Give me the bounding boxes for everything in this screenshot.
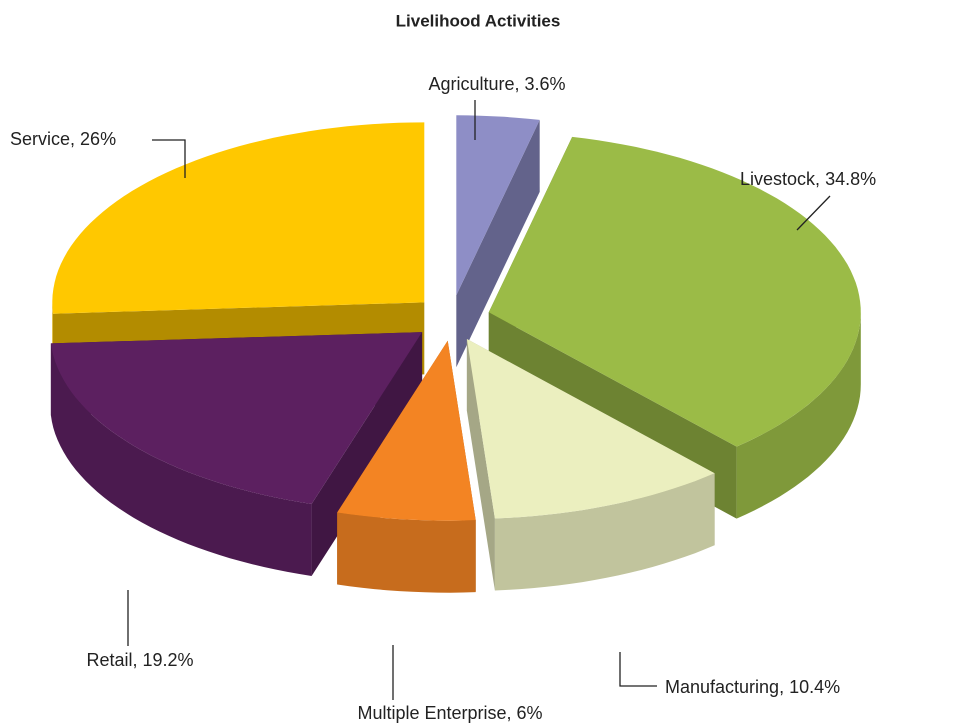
slice bbox=[52, 122, 425, 314]
value-label: 34.8% bbox=[825, 169, 876, 189]
category-label: Manufacturing bbox=[665, 677, 779, 697]
category-label: Multiple Enterprise bbox=[357, 703, 506, 723]
slice-wall bbox=[466, 339, 495, 591]
leader-line bbox=[152, 139, 186, 178]
value-label: 26% bbox=[80, 129, 116, 149]
value-label: 10.4% bbox=[789, 677, 840, 697]
slice-side bbox=[337, 512, 476, 593]
chart-title: Livelihood Activities bbox=[396, 11, 561, 30]
value-label: 3.6% bbox=[525, 74, 566, 94]
category-label: Service bbox=[10, 129, 70, 149]
slice bbox=[50, 332, 423, 504]
slice-side bbox=[50, 343, 312, 576]
data-label: Service, 26% bbox=[10, 129, 116, 149]
slice bbox=[456, 115, 540, 296]
slice-side bbox=[736, 312, 861, 519]
data-label: Manufacturing, 10.4% bbox=[665, 677, 840, 697]
data-label: Retail, 19.2% bbox=[86, 650, 193, 670]
data-label: Multiple Enterprise, 6% bbox=[357, 703, 542, 723]
labels: Agriculture, 3.6% Livestock, 34.8% Manufac… bbox=[10, 74, 876, 723]
category-label: Agriculture bbox=[428, 74, 514, 94]
value-label: 6% bbox=[517, 703, 543, 723]
pie bbox=[50, 115, 861, 593]
slice bbox=[337, 340, 476, 521]
leader-line bbox=[796, 195, 831, 231]
data-label: Agriculture, 3.6% bbox=[428, 74, 565, 94]
category-label: Retail bbox=[86, 650, 132, 670]
value-label: 19.2% bbox=[143, 650, 194, 670]
leader-line bbox=[619, 652, 657, 687]
data-label: Livestock, 34.8% bbox=[740, 169, 876, 189]
slice-side bbox=[494, 473, 715, 591]
slice bbox=[466, 339, 715, 519]
slice-wall bbox=[456, 119, 540, 368]
slice bbox=[488, 136, 861, 447]
category-label: Livestock bbox=[740, 169, 816, 189]
